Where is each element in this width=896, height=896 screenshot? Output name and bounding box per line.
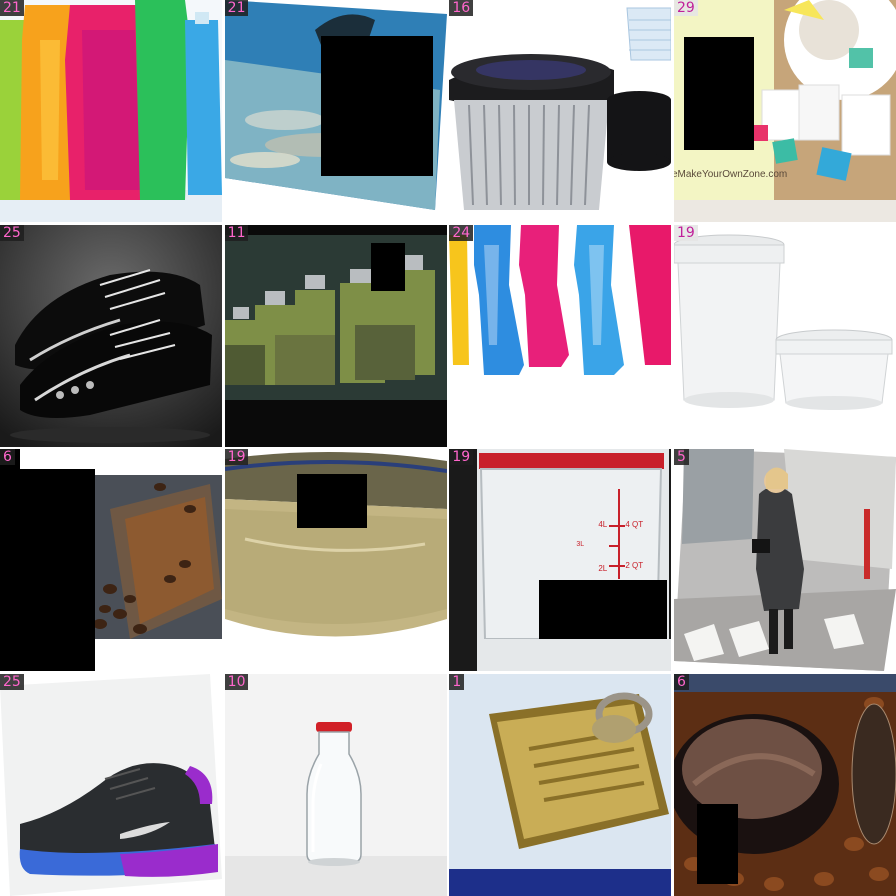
tile-soda-bottles[interactable]: 21 bbox=[0, 0, 222, 222]
tile-coffee-cup-lids[interactable]: 16 bbox=[449, 0, 672, 222]
watermark-text: eMakeYourOwnZone.com bbox=[673, 169, 788, 180]
measure-2l: 2L bbox=[598, 564, 608, 574]
food-container-image bbox=[224, 449, 447, 672]
mask-block bbox=[320, 36, 433, 176]
tile-label: 16 bbox=[449, 0, 474, 16]
ground-coffee-image bbox=[673, 673, 896, 896]
mask-block bbox=[696, 803, 738, 884]
mask-block bbox=[539, 580, 668, 641]
coffee-beans-drawer-image bbox=[0, 449, 222, 672]
soda-bottles-image bbox=[0, 0, 222, 222]
tile-label: 24 bbox=[449, 224, 474, 241]
tile-label: 29 bbox=[673, 0, 698, 16]
tile-label: 19 bbox=[673, 224, 698, 241]
tile-street-fashion[interactable]: 5 bbox=[673, 449, 896, 672]
tile-label: 21 bbox=[224, 0, 249, 16]
tile-label: 19 bbox=[224, 449, 249, 466]
plastic-tubs-image bbox=[673, 224, 896, 447]
green-glass-jars-image bbox=[224, 224, 447, 447]
tile-tea-bags[interactable]: eMakeYourOwnZone.com 29 bbox=[673, 0, 896, 222]
measure-4qt: 4 QT bbox=[625, 520, 644, 530]
patent-shoes-image bbox=[0, 224, 222, 447]
tile-colored-bottles[interactable]: 24 bbox=[449, 224, 672, 447]
tile-plastic-tubs[interactable]: 19 bbox=[673, 224, 896, 447]
tile-sneaker[interactable]: 25 bbox=[0, 673, 222, 896]
tea-bags-image bbox=[673, 0, 896, 222]
tile-food-container[interactable]: 19 bbox=[224, 449, 447, 672]
measure-4l: 4L bbox=[598, 520, 608, 530]
tile-label: 5 bbox=[673, 449, 689, 466]
tile-underwater-plastic[interactable]: 21 bbox=[224, 0, 447, 222]
tile-green-glass-jars[interactable]: 11 bbox=[224, 224, 447, 447]
tile-tin-can[interactable]: 1 bbox=[449, 673, 672, 896]
mask-block bbox=[296, 474, 367, 529]
tile-measuring-container[interactable]: 4L 4 QT 3L 2 QT 2L 19 bbox=[449, 449, 672, 672]
tile-label: 11 bbox=[224, 224, 249, 241]
tile-label: 19 bbox=[449, 449, 474, 466]
tile-milk-bottle[interactable]: 10 bbox=[224, 673, 447, 896]
tile-label: 25 bbox=[0, 673, 24, 690]
tile-label: 25 bbox=[0, 224, 24, 241]
tin-can-image bbox=[449, 673, 672, 896]
tile-label: 21 bbox=[0, 0, 24, 16]
colored-bottles-image bbox=[449, 224, 672, 447]
street-fashion-image bbox=[673, 449, 896, 672]
mask-block bbox=[683, 37, 754, 150]
tile-patent-shoes[interactable]: 25 bbox=[0, 224, 222, 447]
measure-3l: 3L bbox=[576, 541, 585, 549]
tile-label: 1 bbox=[449, 673, 465, 690]
underwater-plastic-image bbox=[224, 0, 447, 222]
measuring-container-image bbox=[449, 449, 672, 672]
coffee-cup-lids-image bbox=[449, 0, 672, 222]
tile-label: 6 bbox=[673, 673, 689, 690]
tile-coffee-beans-drawer[interactable]: 6 bbox=[0, 449, 222, 672]
sneaker-image bbox=[0, 673, 222, 896]
milk-bottle-image bbox=[224, 673, 447, 896]
tile-ground-coffee[interactable]: 6 bbox=[673, 673, 896, 896]
measure-2qt: 2 QT bbox=[625, 561, 644, 571]
mask-block bbox=[370, 242, 405, 291]
tile-label: 10 bbox=[224, 673, 249, 690]
tile-label: 6 bbox=[0, 449, 15, 466]
